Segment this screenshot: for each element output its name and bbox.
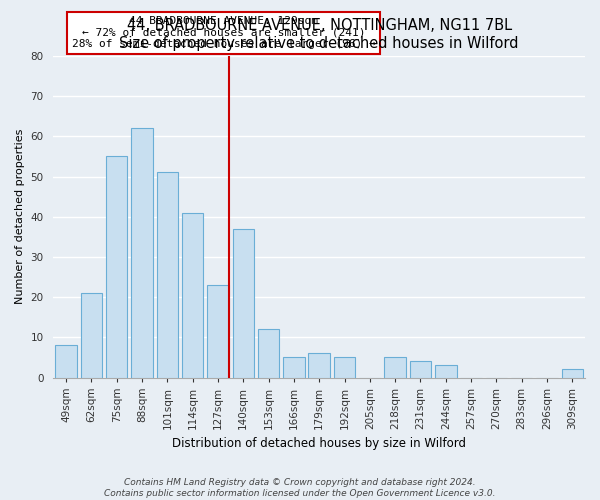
Bar <box>157 172 178 378</box>
Bar <box>283 358 305 378</box>
Bar <box>308 354 330 378</box>
Y-axis label: Number of detached properties: Number of detached properties <box>15 129 25 304</box>
Bar <box>562 370 583 378</box>
Bar <box>207 285 229 378</box>
Bar <box>258 330 280 378</box>
Bar <box>233 229 254 378</box>
Bar <box>131 128 153 378</box>
Bar <box>410 362 431 378</box>
Text: 44 BRADBOURNE AVENUE: 129sqm
← 72% of detached houses are smaller (241)
28% of s: 44 BRADBOURNE AVENUE: 129sqm ← 72% of de… <box>71 16 376 50</box>
Text: Contains HM Land Registry data © Crown copyright and database right 2024.
Contai: Contains HM Land Registry data © Crown c… <box>104 478 496 498</box>
Bar <box>334 358 355 378</box>
Bar <box>55 346 77 378</box>
Bar <box>182 212 203 378</box>
Bar <box>435 366 457 378</box>
X-axis label: Distribution of detached houses by size in Wilford: Distribution of detached houses by size … <box>172 437 466 450</box>
Bar <box>385 358 406 378</box>
Bar <box>106 156 127 378</box>
Title: 44, BRADBOURNE AVENUE, NOTTINGHAM, NG11 7BL
Size of property relative to detache: 44, BRADBOURNE AVENUE, NOTTINGHAM, NG11 … <box>119 18 519 50</box>
Bar <box>80 293 102 378</box>
